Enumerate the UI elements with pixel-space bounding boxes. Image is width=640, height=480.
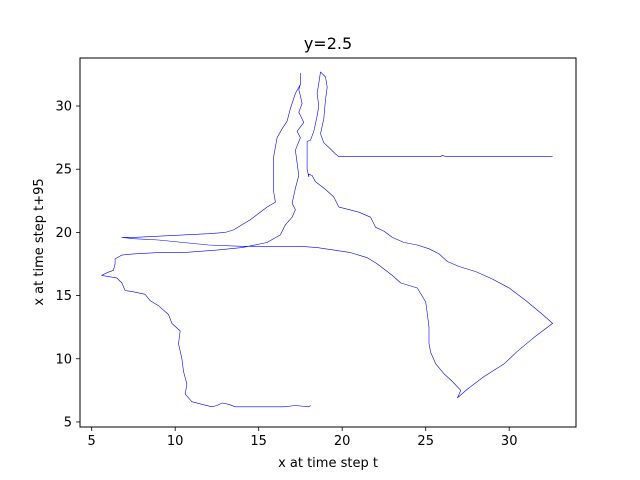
axes-frame [79, 57, 577, 428]
series-line-0 [101, 71, 553, 408]
y-axis: 5 10 15 20 25 30 [55, 100, 80, 430]
y-tick-label: 20 [55, 226, 72, 241]
y-tick-label: 30 [55, 100, 72, 115]
x-tick-label: 20 [334, 434, 351, 449]
y-tick-label: 25 [55, 163, 72, 178]
plot-area [101, 71, 553, 408]
y-tick-label: 5 [64, 415, 72, 430]
x-axis-label: x at time step t [278, 456, 378, 471]
y-tick-label: 15 [55, 289, 72, 304]
x-tick-label: 30 [501, 434, 518, 449]
x-tick-label: 5 [88, 434, 96, 449]
x-axis: 5 10 15 20 25 30 [88, 427, 518, 449]
y-tick-label: 10 [55, 352, 72, 367]
x-tick-label: 15 [250, 434, 267, 449]
x-tick-label: 10 [167, 434, 184, 449]
y-axis-label: x at time step t+95 [32, 178, 47, 305]
x-tick-label: 25 [417, 434, 434, 449]
chart-title: y=2.5 [304, 34, 352, 53]
